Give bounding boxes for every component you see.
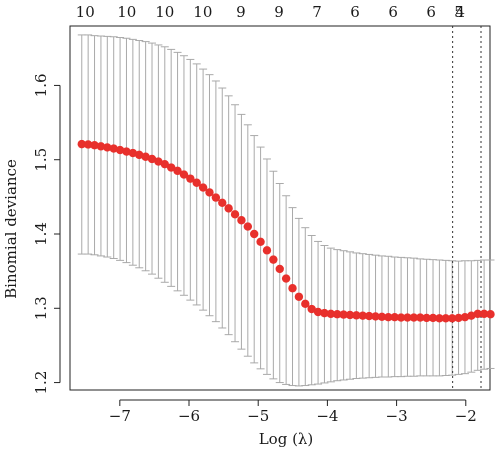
mean-point [230, 210, 240, 219]
mean-point [403, 313, 412, 322]
mean-point [198, 183, 208, 192]
mean-point [377, 312, 387, 322]
top-axis-label: 6 [426, 3, 436, 21]
mean-point [224, 204, 233, 213]
top-axis-label: 9 [274, 3, 284, 21]
mean-point [122, 147, 131, 156]
mean-point [109, 144, 118, 153]
mean-point [115, 145, 125, 155]
top-axis-label: 7 [312, 3, 322, 21]
mean-point [83, 140, 93, 149]
mean-point [173, 166, 182, 176]
x-tick-label: −3 [386, 407, 408, 425]
top-axis-label: 10 [76, 3, 95, 21]
mean-point [435, 314, 444, 323]
mean-point [313, 307, 323, 317]
top-axis-label: 9 [236, 3, 246, 21]
mean-point [237, 216, 246, 225]
mean-point [333, 310, 342, 319]
y-tick-label: 1.6 [32, 73, 50, 97]
y-tick-label: 1.2 [32, 371, 50, 395]
mean-point [243, 222, 253, 231]
mean-point [269, 255, 278, 264]
x-tick-label: −4 [316, 407, 338, 425]
mean-point [262, 246, 272, 255]
top-axis-label: 10 [117, 3, 136, 21]
mean-point [294, 292, 304, 301]
mean-point [467, 311, 476, 320]
x-tick-label: −6 [178, 407, 200, 425]
y-axis-title: Binomial deviance [2, 159, 20, 299]
mean-point [218, 198, 227, 207]
mean-point [416, 313, 425, 322]
mean-point [96, 142, 106, 151]
mean-point [166, 163, 176, 172]
top-axis-label: 6 [350, 3, 360, 21]
mean-point [77, 139, 86, 149]
mean-point [460, 313, 470, 322]
mean-point [275, 264, 284, 274]
mean-point [428, 313, 438, 323]
mean-point [447, 314, 457, 323]
mean-point [364, 311, 374, 321]
mean-point [211, 193, 221, 202]
mean-point [473, 309, 482, 319]
error-bars [77, 34, 495, 387]
mean-point [281, 274, 291, 283]
top-axis-label: 6 [388, 3, 398, 21]
y-tick-label: 1.5 [32, 148, 50, 172]
mean-point [141, 152, 150, 161]
mean-point [249, 229, 259, 239]
mean-point [307, 304, 316, 314]
mean-point [486, 310, 495, 319]
plot-frame [69, 25, 491, 391]
mean-point [371, 312, 380, 321]
x-tick-label: −5 [247, 407, 269, 425]
mean-point [160, 159, 169, 169]
axes: −7 −6 −5 −4 −3 −2 1.2 1.3 1.4 1.5 1.6 10 10 10 10 9 9 7 6 6… [32, 3, 477, 425]
mean-point [352, 311, 361, 320]
y-tick-label: 1.4 [32, 222, 50, 246]
top-axis-label: 5 [454, 3, 464, 21]
mean-point [128, 148, 138, 158]
top-axis-label: 4 [455, 3, 465, 21]
mean-point [390, 313, 399, 322]
mean-point [326, 309, 336, 319]
top-axis-label: 10 [155, 3, 174, 21]
mean-point [339, 310, 348, 319]
y-tick-label: 1.3 [32, 296, 50, 320]
mean-point [147, 154, 157, 164]
mean-point [90, 141, 99, 150]
mean-point [179, 170, 189, 179]
mean-point [396, 313, 406, 322]
mean-point [441, 314, 450, 323]
mean-point [384, 313, 393, 322]
x-tick-label: −2 [455, 407, 477, 425]
x-tick-label: −7 [109, 407, 131, 425]
mean-point [454, 313, 463, 323]
reference-lines [452, 26, 482, 390]
mean-point [192, 178, 201, 187]
mean-point [320, 308, 329, 318]
mean-points [77, 139, 495, 323]
mean-point [301, 299, 310, 309]
mean-point [479, 309, 489, 319]
mean-point [422, 313, 431, 323]
x-axis-title: Log (λ) [259, 430, 314, 448]
mean-point [154, 157, 163, 166]
mean-point [345, 310, 355, 320]
mean-point [103, 143, 112, 152]
mean-point [358, 311, 367, 320]
mean-point [135, 150, 144, 160]
mean-point [409, 313, 419, 322]
plot-border [69, 25, 491, 391]
mean-point [186, 174, 195, 183]
mean-point [256, 237, 265, 246]
mean-point [288, 284, 297, 293]
top-axis-label: 10 [193, 3, 212, 21]
mean-point [205, 188, 214, 197]
